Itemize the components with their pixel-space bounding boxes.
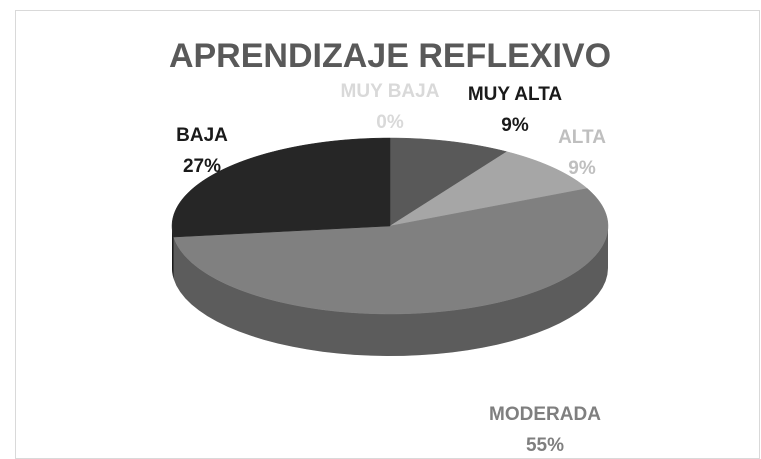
slice-label: MUY ALTA: [468, 84, 563, 105]
pie-slice: [389, 151, 588, 227]
slice-label: BAJA: [176, 125, 228, 146]
slice-label: MUY BAJA: [341, 81, 440, 102]
slice-value-label: 55%: [526, 435, 564, 456]
pie-side-shade: [173, 226, 608, 356]
slice-value-label: 9%: [501, 115, 529, 136]
slice-value-label: 0%: [376, 112, 404, 133]
slice-value-label: 9%: [568, 158, 596, 179]
pie-side: [173, 226, 608, 356]
slice-label: MODERADA: [489, 404, 601, 425]
pie-slice: [389, 137, 508, 227]
slice-label: ALTA: [558, 127, 606, 148]
pie-slice: [171, 137, 391, 238]
slice-value-label: 27%: [183, 156, 221, 177]
pie-side-shade: [172, 226, 174, 280]
pie-slice: [173, 188, 609, 315]
pie-side: [172, 226, 174, 280]
chart-title: APRENDIZAJE REFLEXIVO: [169, 37, 611, 75]
